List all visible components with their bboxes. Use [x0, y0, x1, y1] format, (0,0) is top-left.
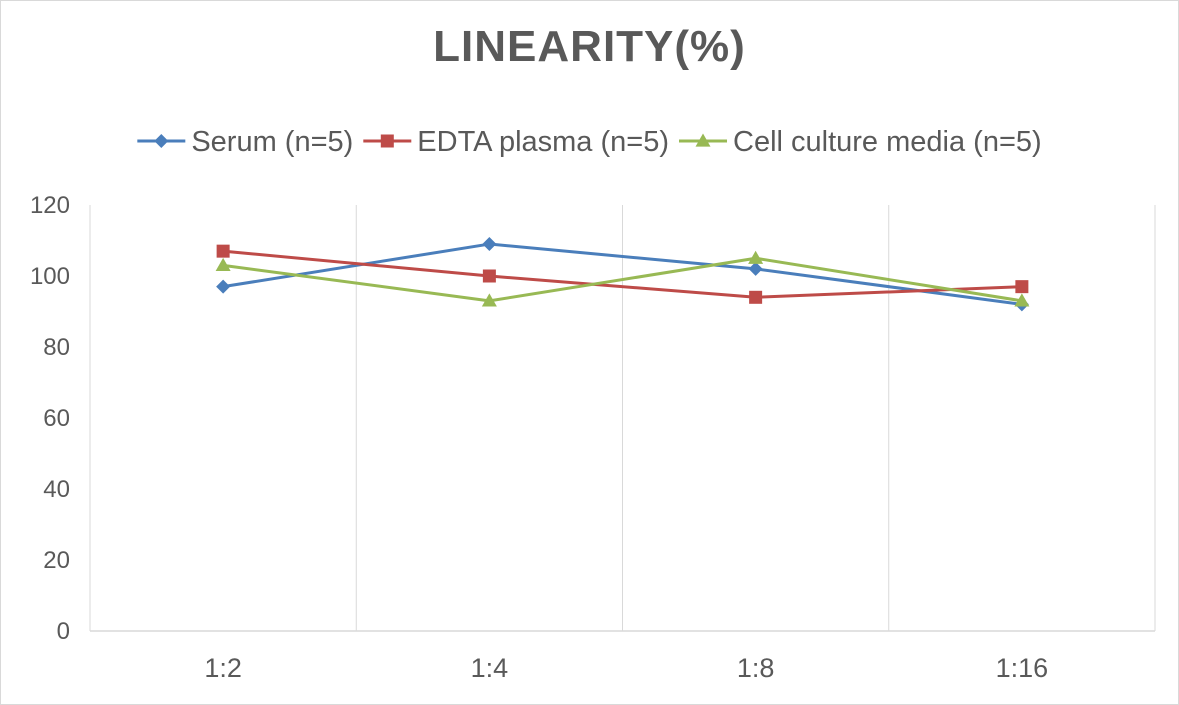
series-2: [216, 244, 1029, 304]
data-point: [216, 279, 231, 294]
legend-swatch-marker: [695, 133, 711, 147]
x-tick-label: 1:4: [471, 653, 509, 683]
y-tick-label: 20: [43, 547, 70, 574]
data-point: [216, 244, 230, 258]
x-tick-label: 1:2: [204, 653, 242, 683]
series-line: [222, 249, 1022, 299]
data-point: [482, 237, 497, 252]
data-point: [748, 261, 763, 276]
series-line: [222, 256, 1023, 303]
y-tick-label: 80: [43, 334, 70, 361]
data-point: [1015, 280, 1029, 294]
legend-swatch-marker: [154, 134, 169, 148]
data-point: [481, 293, 497, 307]
data-point: [482, 269, 496, 283]
series-3: [215, 250, 1030, 307]
series-line: [222, 242, 1023, 306]
y-tick-label: 40: [43, 476, 70, 503]
legend-label: Serum (n=5): [191, 126, 353, 158]
x-tick-label: 1:16: [996, 653, 1049, 683]
legend-swatch-marker: [380, 134, 394, 148]
legend-label: Cell culture media (n=5): [733, 126, 1042, 158]
data-point: [1014, 293, 1030, 307]
legend-item-3: Cell culture media (n=5): [679, 126, 1042, 158]
grid-lines: [89, 205, 1156, 631]
legend-label: EDTA plasma (n=5): [417, 126, 669, 158]
legend: Serum (n=5) EDTA plasma (n=5) Cell culture…: [137, 126, 1042, 158]
y-axis-ticks: 0 20 40 60 80 100 120: [30, 192, 70, 645]
data-point: [748, 250, 764, 264]
y-tick-label: 0: [57, 618, 70, 645]
x-axis-ticks: 1:2 1:4 1:8 1:16: [204, 653, 1048, 683]
x-tick-label: 1:8: [737, 653, 775, 683]
legend-item-1: Serum (n=5): [137, 126, 353, 158]
y-tick-label: 100: [30, 263, 70, 290]
y-tick-label: 120: [30, 192, 70, 219]
y-tick-label: 60: [43, 405, 70, 432]
data-point: [749, 290, 763, 304]
chart-title: LINEARITY(%): [433, 22, 746, 71]
legend-item-2: EDTA plasma (n=5): [363, 126, 669, 158]
series-lines: [215, 237, 1030, 312]
data-point: [215, 257, 231, 271]
